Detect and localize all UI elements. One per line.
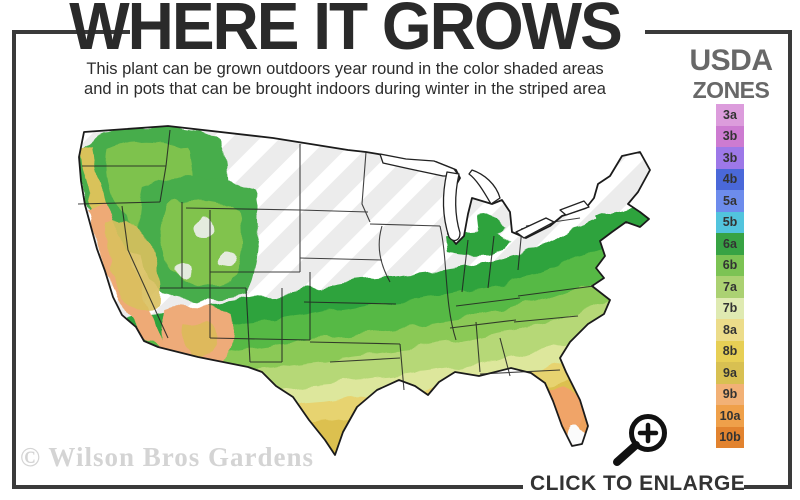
legend-zone-swatch: 3b — [716, 125, 744, 147]
legend-zone-swatch: 7b — [716, 297, 744, 319]
legend-title-line-1: USDA — [689, 44, 773, 77]
lake-ontario — [559, 200, 590, 216]
legend-zone-swatch: 9a — [716, 362, 744, 384]
page-title: WHERE IT GROWS — [69, 0, 623, 64]
legend-zone-label: 7b — [722, 301, 738, 316]
legend-zone-label: 7a — [723, 279, 737, 294]
click-to-enlarge-label[interactable]: CLICK TO ENLARGE — [530, 472, 746, 495]
lake-michigan — [442, 171, 461, 242]
legend-zone-label: 5b — [722, 215, 738, 230]
legend-zone-label: 9b — [722, 387, 738, 402]
legend-zone-swatch: 5b — [716, 211, 744, 233]
legend-zone-label: 10b — [719, 430, 741, 445]
frame-border-left — [12, 30, 16, 489]
legend-zone-swatch: 8b — [716, 340, 744, 362]
legend-zone-label: 3a — [723, 107, 737, 122]
legend-zone-label: 6a — [723, 236, 737, 251]
us-outline — [78, 125, 651, 456]
magnifying-glass-plus-icon[interactable] — [608, 406, 680, 470]
frame-border-right — [788, 30, 792, 489]
legend-zone-swatch: 9b — [716, 383, 744, 405]
great-lakes — [379, 153, 590, 242]
legend-zone-swatch: 10a — [716, 405, 744, 427]
legend-zone-label: 6b — [722, 258, 738, 273]
legend-zone-swatch: 3b — [716, 147, 744, 169]
frame-border-bottom-right — [744, 485, 792, 489]
legend-zone-label: 3b — [722, 129, 738, 144]
subtitle-line-2: and in pots that can be brought indoors … — [84, 79, 606, 98]
legend-zone-label: 4b — [722, 172, 738, 187]
legend-zone-label: 5a — [723, 193, 737, 208]
subtitle-line-1: This plant can be grown outdoors year ro… — [86, 60, 604, 78]
frame-border-top-left — [12, 30, 130, 34]
legend-zone-swatch: 6b — [716, 254, 744, 276]
legend-zone-swatch: 10b — [716, 426, 744, 448]
legend-title: USDA ZONES — [688, 46, 774, 102]
legend-zone-swatch: 3a — [716, 104, 744, 126]
frame-border-top-right — [645, 30, 792, 34]
legend-zone-swatch: 7a — [716, 276, 744, 298]
us-zones-map — [48, 110, 673, 480]
legend-zone-label: 8a — [723, 322, 737, 337]
usda-zones-legend: 3a 3b 3b 4b 5a 5b 6a 6b 7a 7b 8a 8b 9a 9b 10a 10b — [716, 104, 744, 448]
legend-zone-label: 9a — [723, 365, 737, 380]
watermark: © Wilson Bros Gardens — [20, 442, 314, 472]
subtitle: This plant can be grown outdoors year ro… — [0, 60, 690, 99]
legend-title-line-2: ZONES — [692, 77, 770, 103]
legend-zone-swatch: 8a — [716, 319, 744, 341]
lake-huron — [468, 169, 501, 205]
frame-border-bottom-left — [12, 485, 523, 489]
legend-zone-swatch: 6a — [716, 233, 744, 255]
legend-zone-label: 3b — [722, 150, 738, 165]
legend-zone-label: 10a — [719, 408, 741, 423]
legend-zone-swatch: 4b — [716, 168, 744, 190]
legend-zone-label: 8b — [722, 344, 738, 359]
lake-erie — [515, 217, 555, 239]
legend-zone-swatch: 5a — [716, 190, 744, 212]
